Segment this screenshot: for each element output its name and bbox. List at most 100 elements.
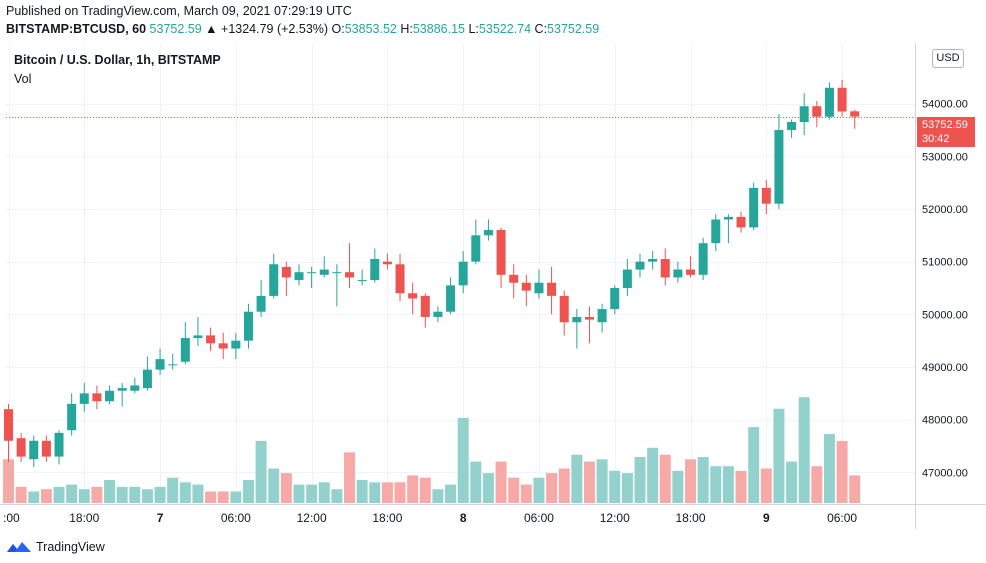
candle-body[interactable] [382, 261, 392, 265]
footer-brand[interactable]: TradingView [6, 540, 105, 554]
candle-body[interactable] [269, 264, 279, 296]
candle-body[interactable] [332, 272, 342, 274]
candle-body[interactable] [345, 272, 355, 278]
candle-body[interactable] [471, 235, 481, 262]
candle-body[interactable] [483, 230, 493, 236]
candle-body[interactable] [496, 230, 506, 275]
candle-body[interactable] [319, 269, 329, 275]
close-label: C: [534, 22, 548, 36]
volume-bar [217, 491, 229, 503]
x-tick-label: 06:00 [827, 511, 857, 525]
currency-button[interactable]: USD [932, 49, 964, 68]
candle-body[interactable] [79, 393, 89, 404]
y-tick-label: 53000.00 [922, 151, 968, 163]
candle-body[interactable] [673, 269, 683, 278]
candle-body[interactable] [799, 106, 809, 123]
candle-body[interactable] [635, 261, 645, 270]
x-tick-label: 18:00 [372, 511, 402, 525]
candle-body[interactable] [648, 259, 658, 262]
candle-body[interactable] [16, 438, 26, 457]
volume-bar [571, 454, 583, 503]
candle-body[interactable] [294, 272, 304, 281]
candle-body[interactable] [67, 403, 77, 431]
x-tick-label: :00 [3, 511, 20, 525]
candle-body[interactable] [155, 359, 165, 370]
candle-body[interactable] [509, 274, 519, 283]
candle-body[interactable] [4, 409, 13, 441]
candle-body[interactable] [105, 390, 115, 402]
volume-bar [15, 486, 27, 503]
candle-body[interactable] [307, 272, 317, 274]
candle-body[interactable] [736, 216, 746, 228]
candle-body[interactable] [622, 269, 632, 288]
candle-body[interactable] [92, 393, 102, 402]
volume-bar [596, 459, 608, 503]
candle-body[interactable] [168, 364, 178, 366]
symbol-name[interactable]: BITSTAMP:BTCUSD, 60 [6, 22, 147, 36]
candle-body[interactable] [41, 440, 51, 457]
volume-bar [849, 475, 861, 503]
candle-body[interactable] [521, 282, 531, 291]
volume-bar [179, 482, 191, 503]
candle-body[interactable] [711, 219, 721, 244]
candle-body[interactable] [218, 343, 228, 349]
volume-bar [116, 486, 128, 503]
candle-body[interactable] [117, 388, 127, 391]
candle-body[interactable] [761, 187, 771, 204]
candle-body[interactable] [357, 280, 367, 282]
volume-bar [634, 457, 646, 503]
candle-body[interactable] [547, 282, 557, 296]
candle-body[interactable] [597, 309, 607, 323]
candle-body[interactable] [180, 338, 190, 362]
candle-body[interactable] [660, 259, 670, 278]
volume-bar [697, 457, 709, 503]
candle-body[interactable] [433, 311, 443, 317]
candle-body[interactable] [243, 311, 253, 341]
candle-body[interactable] [610, 287, 620, 310]
chart-area[interactable]: 47000.00 48000.00 49000.00 50000.00 51000.00… [0, 43, 986, 529]
candle-body[interactable] [584, 316, 594, 320]
volume-legend[interactable]: Vol [14, 72, 32, 86]
candle-body[interactable] [130, 385, 140, 391]
volume-bar [28, 491, 40, 503]
candle-body[interactable] [408, 293, 418, 299]
last-price: 53752.59 [149, 22, 202, 36]
volume-bar [482, 473, 494, 503]
candle-body[interactable] [370, 259, 380, 281]
candle-body[interactable] [206, 335, 216, 344]
candle-body[interactable] [446, 285, 456, 312]
candle-body[interactable] [850, 111, 860, 117]
candle-body[interactable] [787, 122, 797, 130]
y-tick-label: 54000.00 [922, 99, 968, 111]
volume-bar [40, 489, 52, 503]
candle-body[interactable] [698, 243, 708, 275]
candle-body[interactable] [572, 316, 582, 323]
price-chart[interactable]: 47000.00 48000.00 49000.00 50000.00 51000.00… [0, 43, 986, 529]
chart-title[interactable]: Bitcoin / U.S. Dollar, 1h, BITSTAMP [14, 53, 221, 67]
candle-body[interactable] [458, 261, 468, 286]
candle-body[interactable] [686, 269, 696, 275]
candle-body[interactable] [54, 432, 64, 457]
volume-bar [823, 434, 835, 503]
chart-legend: Bitcoin / U.S. Dollar, 1h, BITSTAMP Vol [14, 53, 221, 86]
candle-body[interactable] [723, 216, 733, 220]
low-label: L: [468, 22, 479, 36]
candle-body[interactable] [142, 369, 152, 389]
candle-body[interactable] [231, 340, 241, 349]
volume-bar [609, 470, 621, 503]
candle-body[interactable] [29, 440, 39, 460]
candle-body[interactable] [281, 266, 291, 278]
candle-body[interactable] [837, 87, 847, 112]
candle-body[interactable] [256, 295, 266, 312]
candle-body[interactable] [193, 335, 203, 339]
volume-bar [710, 466, 722, 503]
candle-body[interactable] [559, 295, 569, 323]
candle-body[interactable] [812, 106, 822, 117]
volume-bar [520, 484, 532, 503]
candle-body[interactable] [749, 187, 759, 228]
candle-body[interactable] [774, 129, 784, 204]
candle-body[interactable] [420, 295, 430, 317]
candle-body[interactable] [395, 264, 405, 294]
candle-body[interactable] [824, 87, 834, 117]
candle-body[interactable] [534, 282, 544, 294]
